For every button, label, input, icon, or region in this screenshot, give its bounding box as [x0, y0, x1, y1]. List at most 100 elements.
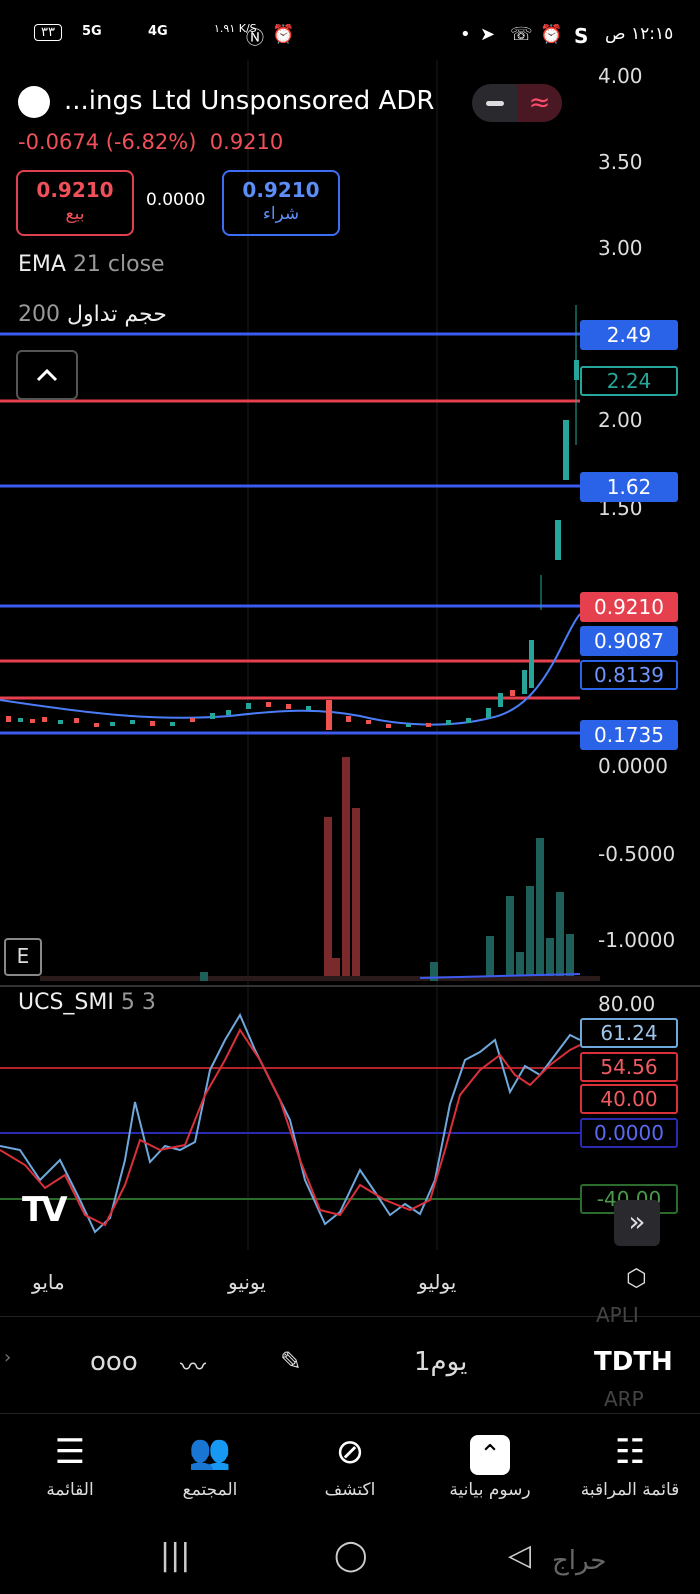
nav-charts[interactable]: ⌃ رسوم بيانية — [420, 1412, 560, 1522]
ema-params: 21 close — [72, 252, 165, 277]
scroll-to-realtime-button[interactable]: » — [614, 1200, 660, 1246]
events-button[interactable]: E — [4, 938, 42, 976]
carrier: S — [574, 24, 589, 48]
drawing-tool-icon[interactable]: ✎ — [280, 1347, 302, 1377]
status-bar: ٣٣ 5G 4G ١.٩١ K/S Ⓝ ⏰ • ➤ ☏ ⏰ S ١٢:١٥ ص — [0, 0, 700, 70]
nav-label: اكتشف — [324, 1480, 376, 1500]
battery-icon: ٣٣ — [34, 24, 62, 41]
smi-axis-top: 80.00 — [598, 992, 656, 1016]
price-change-line: -0.0674 (-6.82%) 0.9210 — [18, 130, 283, 154]
company-logo — [18, 86, 50, 118]
chart-toolbar: › ooo 〰 ✎ 1يوم APLI TDTH ARP — [0, 1303, 700, 1414]
price-tag: 0.9210 — [580, 592, 678, 622]
axis-tick: -0.5000 — [598, 842, 676, 866]
home-icon[interactable]: ◯ — [334, 1538, 368, 1573]
symbol-name: ...ings Ltd Unsponsored ADR — [64, 86, 435, 116]
nav-community[interactable]: 👥 المجتمع — [140, 1412, 280, 1522]
nav-label: القائمة — [46, 1480, 94, 1500]
price-tag: 0.1735 — [580, 720, 678, 750]
chevron-right-icon: » — [628, 1205, 646, 1238]
axis-tick: 4.00 — [598, 64, 643, 88]
nfc-icon: Ⓝ — [246, 28, 264, 49]
time-axis-label: يونيو — [228, 1270, 266, 1294]
chevron-up-icon — [36, 368, 58, 382]
sell-button[interactable]: 0.9210 بيع — [16, 170, 134, 236]
spread-value: 0.0000 — [146, 190, 206, 210]
axis-tick: 2.00 — [598, 408, 643, 432]
price-tag: 0.8139 — [580, 660, 678, 690]
symbol-prev[interactable]: APLI — [596, 1303, 639, 1327]
ema-name: EMA — [18, 252, 66, 277]
interval-selector[interactable]: 1يوم — [414, 1347, 468, 1377]
sell-label: بيع — [65, 204, 85, 224]
symbol-title[interactable]: ...ings Ltd Unsponsored ADR — [18, 84, 458, 120]
smi-slow-line — [0, 1028, 581, 1227]
net-speed: ١.٩١ K/S — [214, 22, 257, 35]
community-icon: 👥 — [188, 1432, 232, 1472]
buy-label: شراء — [262, 204, 300, 224]
last-price: 0.9210 — [209, 130, 284, 154]
more-icon[interactable]: ooo — [90, 1347, 138, 1377]
missed-call-icon: ☏ — [510, 24, 533, 45]
axis-tick: 3.00 — [598, 236, 643, 260]
symbol-next[interactable]: ARP — [604, 1387, 644, 1411]
symbol-selector[interactable]: TDTH — [594, 1347, 673, 1377]
buy-price: 0.9210 — [242, 178, 320, 202]
watchlist-icon: ☷ — [614, 1432, 646, 1472]
smi-tag: 54.56 — [580, 1052, 678, 1082]
smi-name: UCS_SMI — [18, 990, 114, 1015]
volume-bars — [40, 757, 600, 981]
chart-mode-toggle[interactable]: ≈ — [472, 84, 562, 122]
smi-params: 5 3 — [120, 990, 156, 1015]
nav-menu[interactable]: ☰ القائمة — [0, 1412, 140, 1522]
alarm-icon-2: ⏰ — [540, 24, 563, 45]
time-axis-label: يوليو — [418, 1270, 457, 1294]
price-tag: 2.49 — [580, 320, 678, 350]
chart-canvas[interactable] — [0, 60, 700, 1310]
buy-button[interactable]: 0.9210 شراء — [222, 170, 340, 236]
compass-icon: ⊘ — [335, 1432, 365, 1472]
price-tag: 0.9087 — [580, 626, 678, 656]
time-axis-label: مايو — [32, 1270, 65, 1294]
price-tag: 1.62 — [580, 472, 678, 502]
smi-tag: 40.00 — [580, 1084, 678, 1114]
clock: ١٢:١٥ ص — [605, 24, 674, 44]
wave-icon[interactable]: ≈ — [517, 84, 562, 122]
smi-legend[interactable]: UCS_SMI 5 3 — [18, 990, 156, 1015]
nav-watchlist[interactable]: ☷ قائمة المراقبة — [560, 1412, 700, 1522]
network-icon: 5G — [82, 24, 102, 39]
sell-price: 0.9210 — [36, 178, 114, 202]
volume-param: 200 — [18, 302, 60, 327]
minus-icon[interactable] — [472, 84, 517, 122]
watermark: حراج — [552, 1546, 607, 1576]
telegram-icon: ➤ — [480, 24, 496, 45]
smi-tag: 0.0000 — [580, 1118, 678, 1148]
volume-legend[interactable]: حجم تداول 200 — [18, 302, 167, 327]
bottom-nav: ☰ القائمة 👥 المجتمع ⊘ اكتشف ⌃ رسوم بياني… — [0, 1412, 700, 1522]
dot-icon: • — [460, 24, 471, 45]
candles-flat — [6, 305, 579, 730]
ema-line — [0, 613, 581, 726]
nav-explore[interactable]: ⊘ اكتشف — [280, 1412, 420, 1522]
ema-legend[interactable]: EMA 21 close — [18, 252, 165, 277]
system-nav: ||| ◯ ◁ حراج — [0, 1522, 700, 1594]
network-icon-2: 4G — [148, 24, 168, 39]
settings-icon[interactable]: ⬡ — [626, 1264, 647, 1292]
back-icon[interactable]: ◁ — [508, 1538, 532, 1573]
price-tag: 2.24 — [580, 366, 678, 396]
indicators-icon[interactable]: 〰 — [180, 1353, 207, 1383]
recents-icon[interactable]: ||| — [160, 1538, 191, 1573]
nav-label: قائمة المراقبة — [580, 1480, 680, 1500]
volume-name: حجم تداول — [67, 302, 167, 327]
collapse-legend-button[interactable] — [16, 350, 78, 400]
tradingview-logo: TV — [22, 1190, 67, 1230]
axis-tick: -1.0000 — [598, 928, 676, 952]
nav-label: رسوم بيانية — [449, 1480, 531, 1500]
axis-tick: 0.0000 — [598, 754, 668, 778]
alarm-icon: ⏰ — [272, 24, 295, 45]
nav-label: المجتمع — [182, 1480, 238, 1500]
chevron-left-icon[interactable]: › — [4, 1347, 12, 1368]
axis-tick: 3.50 — [598, 150, 643, 174]
price-change: -0.0674 (-6.82%) — [18, 130, 197, 154]
chart-icon: ⌃ — [420, 1432, 560, 1476]
